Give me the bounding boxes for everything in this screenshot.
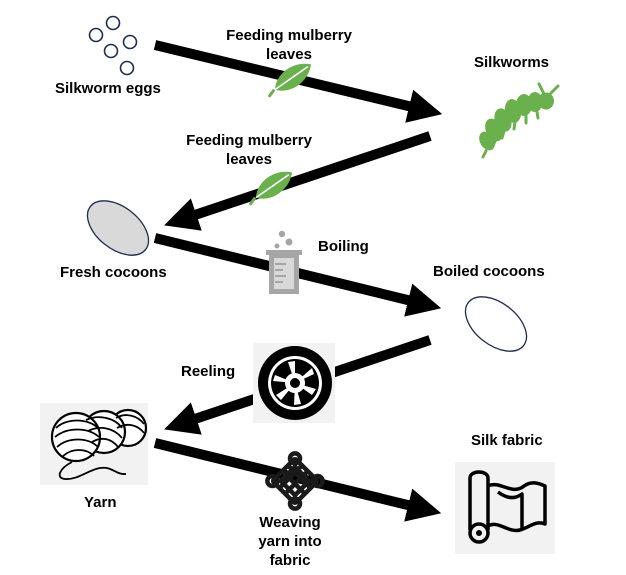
label-boiled-cocoons: Boiled cocoons bbox=[433, 263, 545, 280]
label-silk-fabric: Silk fabric bbox=[471, 432, 543, 449]
label-line: leaves bbox=[266, 46, 312, 63]
caterpillar-head bbox=[538, 92, 554, 110]
label-feeding-mulberry-leaves-2: Feeding mulberry leaves bbox=[179, 131, 319, 169]
caterpillar-icon bbox=[479, 82, 560, 159]
egg bbox=[122, 34, 138, 50]
fresh-cocoon-icon bbox=[86, 200, 150, 256]
label-yarn: Yarn bbox=[84, 494, 117, 511]
label-weaving-yarn-into-fabric: Weaving yarn into fabric bbox=[249, 513, 331, 570]
egg bbox=[105, 15, 121, 31]
beaker-icon bbox=[266, 230, 302, 294]
label-silkworm-eggs: Silkworm eggs bbox=[55, 80, 161, 97]
knot-icon bbox=[265, 451, 325, 511]
arrow-silkworms-to-fresh-cocoons bbox=[164, 131, 432, 231]
label-line: Feeding mulberry bbox=[186, 132, 312, 149]
reel-wheel-icon bbox=[253, 343, 335, 423]
label-silkworms: Silkworms bbox=[474, 54, 550, 71]
eggs-icon bbox=[88, 15, 138, 76]
label-line: yarn into bbox=[258, 533, 322, 550]
label-line: Feeding mulberry bbox=[226, 27, 352, 44]
fabric-roll-icon bbox=[455, 462, 555, 554]
egg bbox=[103, 43, 119, 59]
label-line: Weaving bbox=[259, 514, 321, 531]
label-fresh-cocoons: Fresh cocoons bbox=[60, 264, 167, 281]
label-feeding-mulberry-leaves-1: Feeding mulberry leaves bbox=[219, 26, 359, 64]
caterpillar-antennae bbox=[537, 82, 560, 96]
yarn-balls-icon bbox=[40, 403, 148, 485]
caterpillar-segment bbox=[527, 92, 543, 112]
label-reeling: Reeling bbox=[181, 363, 236, 380]
caterpillar-legs bbox=[481, 110, 540, 159]
label-line: leaves bbox=[226, 151, 272, 168]
boiled-cocoon-icon bbox=[464, 296, 528, 352]
egg bbox=[119, 60, 135, 76]
yarn-ball bbox=[50, 411, 102, 463]
label-boiling: Boiling bbox=[318, 238, 369, 255]
leaf-icon bbox=[249, 171, 293, 206]
egg bbox=[88, 27, 104, 43]
leaf-icon bbox=[268, 63, 312, 98]
label-line: fabric bbox=[269, 552, 311, 569]
